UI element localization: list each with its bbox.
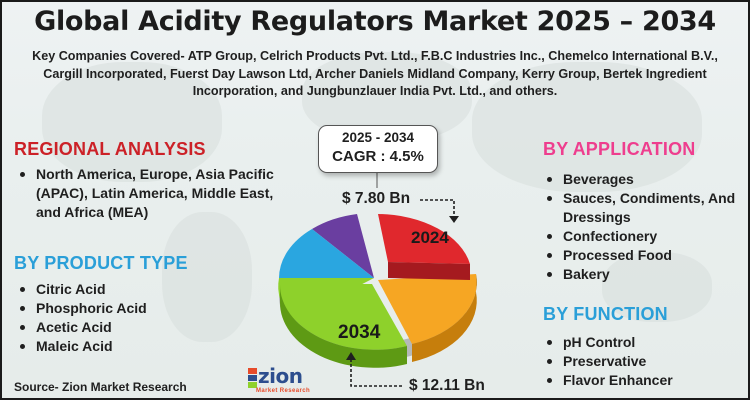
list-item: Flavor Enhancer <box>543 371 743 390</box>
pie-slice-red <box>378 214 470 264</box>
list-item: Citric Acid <box>16 280 246 299</box>
product-type-heading: BY PRODUCT TYPE <box>14 253 188 273</box>
list-item: Beverages <box>543 170 743 189</box>
map-background <box>472 62 702 192</box>
logo-word: zion <box>258 364 303 388</box>
pie-slice-red-side <box>388 262 470 280</box>
pointer-2024 <box>420 199 455 216</box>
market-value-2034: $ 12.11 Bn <box>409 377 485 394</box>
pointer-arrow-2024 <box>449 216 459 223</box>
logo-mark-icon <box>248 368 257 388</box>
list-item: pH Control <box>543 333 743 352</box>
market-value-2024: $ 7.80 Bn <box>342 190 411 207</box>
slice-label-2034: 2034 <box>338 322 381 343</box>
list-item: Confectionery <box>543 227 743 246</box>
cagr-years: 2025 - 2034 <box>341 130 415 145</box>
pointer-arrow-2034 <box>346 352 356 360</box>
pie-slice-green-big <box>279 284 407 350</box>
list-item: Maleic Acid <box>16 337 246 356</box>
application-heading: BY APPLICATION <box>543 139 696 159</box>
list-item: Phosphoric Acid <box>16 299 246 318</box>
cagr-box: 2025 - 2034 CAGR : 4.5% <box>318 125 438 173</box>
list-item: Processed Food <box>543 246 743 265</box>
regional-analysis-heading: REGIONAL ANALYSIS <box>14 139 206 159</box>
pointer-2034 <box>350 354 404 387</box>
logo-subtitle: Market Research <box>256 388 311 394</box>
map-background <box>42 62 222 182</box>
list-item: North America, Europe, Asia Pacific (APA… <box>16 165 301 222</box>
cagr-value: CAGR : 4.5% <box>332 148 424 165</box>
function-list: pH Control Preservative Flavor Enhancer <box>543 333 743 390</box>
list-item: Acetic Acid <box>16 318 246 337</box>
map-background <box>602 252 712 322</box>
pie-slice-orange-side <box>412 274 477 362</box>
pie-slice-purple <box>312 214 374 278</box>
key-companies-text: Key Companies Covered- ATP Group, Celric… <box>32 49 718 98</box>
pie-slice-green-side <box>279 284 407 368</box>
list-item: Preservative <box>543 352 743 371</box>
slice-label-2024: 2024 <box>411 228 449 247</box>
zion-logo: zion Market Research <box>248 364 314 398</box>
page-title: Global Acidity Regulators Market 2025 – … <box>34 6 716 37</box>
function-heading: BY FUNCTION <box>543 304 668 324</box>
regional-list: North America, Europe, Asia Pacific (APA… <box>16 165 301 222</box>
list-item: Sauces, Condiments, And Dressings <box>543 189 743 227</box>
application-list: Beverages Sauces, Condiments, And Dressi… <box>543 170 743 284</box>
source-text: Source- Zion Market Research <box>14 380 187 394</box>
product-type-list: Citric Acid Phosphoric Acid Acetic Acid … <box>16 280 246 356</box>
map-background <box>162 212 252 342</box>
pie-slice-orange <box>378 274 477 344</box>
list-item: Bakery <box>543 265 743 284</box>
pie-slice-blue <box>279 229 374 278</box>
